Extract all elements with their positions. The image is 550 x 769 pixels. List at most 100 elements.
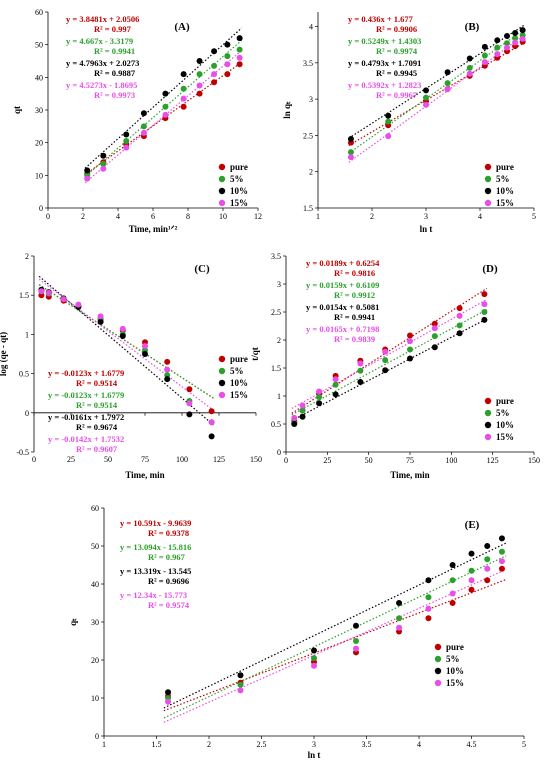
data-point-15pct bbox=[494, 51, 501, 58]
trendline-pure bbox=[84, 61, 243, 176]
legend-entry: pure bbox=[230, 162, 248, 172]
trend-equation: y = 4.7963x + 2.0273 bbox=[66, 58, 139, 68]
x-tick-label: 2.5 bbox=[257, 740, 267, 749]
legend-marker bbox=[484, 163, 492, 171]
legend-marker bbox=[434, 679, 442, 687]
data-point-5pct bbox=[512, 35, 519, 42]
y-tick-label: 0.5 bbox=[19, 370, 29, 379]
data-point-10pct bbox=[385, 112, 392, 119]
data-point-5pct bbox=[140, 123, 147, 130]
legend-entry: 15% bbox=[496, 432, 514, 442]
x-tick-label: 100 bbox=[176, 455, 188, 464]
x-tick-label: 50 bbox=[104, 455, 112, 464]
data-point-15pct bbox=[484, 565, 491, 572]
data-point-10pct bbox=[425, 577, 432, 584]
x-tick-label: 10 bbox=[219, 212, 227, 221]
data-point-5pct bbox=[466, 64, 473, 71]
data-point-5pct bbox=[504, 40, 510, 47]
legend-entry: 10% bbox=[446, 666, 464, 676]
data-point-10pct bbox=[484, 543, 491, 549]
x-tick-label: 125 bbox=[487, 456, 499, 465]
data-point-10pct bbox=[100, 152, 107, 159]
data-point-10pct bbox=[468, 550, 475, 557]
panel-label: (E) bbox=[465, 519, 480, 531]
legend-marker bbox=[484, 187, 492, 195]
data-point-5pct bbox=[484, 556, 491, 563]
legend-marker bbox=[434, 667, 442, 675]
x-tick-label: 2 bbox=[81, 212, 85, 221]
x-tick-label: 5 bbox=[522, 740, 526, 749]
y-tick-label: 3.5 bbox=[303, 59, 313, 68]
y-tick-label: 1.5 bbox=[303, 204, 313, 213]
r-squared-label: R² = 0.9973 bbox=[94, 90, 135, 100]
data-point-5pct bbox=[494, 44, 501, 51]
x-tick-label: 25 bbox=[67, 455, 75, 464]
data-point-5pct bbox=[299, 407, 306, 414]
trend-equation: y = 0.4793x + 1.7091 bbox=[348, 58, 421, 68]
legend-marker bbox=[484, 397, 492, 405]
data-point-pure bbox=[208, 408, 215, 415]
data-point-15pct bbox=[396, 624, 403, 631]
legend-entry: 10% bbox=[230, 186, 248, 196]
x-tick-label: 4.5 bbox=[467, 740, 477, 749]
data-point-15pct bbox=[100, 165, 107, 172]
r-squared-label: R² = 0.9967 bbox=[376, 90, 418, 100]
y-axis-label: t/qt bbox=[250, 347, 260, 361]
legend-entry: 15% bbox=[230, 390, 248, 400]
y-tick-label: 0 bbox=[95, 732, 99, 741]
data-point-10pct bbox=[208, 433, 215, 440]
r-squared-label: R² = 0.9607 bbox=[76, 444, 118, 454]
x-tick-label: 75 bbox=[141, 455, 149, 464]
trend-equation: y = -0.0142x + 1.7532 bbox=[48, 434, 124, 444]
data-point-10pct bbox=[481, 316, 488, 323]
data-point-10pct bbox=[186, 411, 193, 418]
data-point-10pct bbox=[237, 672, 244, 679]
data-point-10pct bbox=[431, 344, 438, 351]
data-point-15pct bbox=[237, 687, 244, 694]
r-squared-label: R² = 0.9912 bbox=[334, 290, 375, 300]
r-squared-label: R² = 0.997 bbox=[94, 24, 132, 34]
legend-marker bbox=[484, 199, 492, 207]
x-axis-label: Time, min¹ᐟ² bbox=[129, 224, 178, 234]
legend-marker bbox=[218, 379, 226, 387]
x-tick-label: 50 bbox=[365, 456, 373, 465]
trend-equation: y = -0.0161x + 1.7972 bbox=[48, 412, 124, 422]
trendline-15pct bbox=[348, 34, 526, 163]
data-point-10pct bbox=[512, 30, 519, 37]
data-point-5pct bbox=[468, 567, 475, 574]
data-point-5pct bbox=[123, 138, 130, 145]
data-point-10pct bbox=[140, 110, 147, 117]
trend-equation: y = 0.0154x + 0.5081 bbox=[306, 302, 379, 312]
data-point-5pct bbox=[396, 615, 403, 622]
x-tick-label: 0 bbox=[284, 456, 288, 465]
data-point-15pct bbox=[291, 414, 298, 421]
data-point-10pct bbox=[456, 330, 463, 337]
data-point-5pct bbox=[100, 160, 107, 167]
data-point-5pct bbox=[180, 85, 187, 92]
data-point-10pct bbox=[236, 35, 243, 42]
r-squared-label: R² = 0.9974 bbox=[376, 46, 418, 56]
data-point-10pct bbox=[519, 27, 526, 34]
data-point-10pct bbox=[504, 32, 510, 39]
data-point-pure bbox=[468, 586, 475, 593]
trend-equation: y = 0.5392x + 1.2823 bbox=[348, 80, 421, 90]
data-point-15pct bbox=[332, 376, 339, 383]
y-axis-label: qₜ bbox=[68, 618, 78, 626]
y-tick-label: 3 bbox=[277, 280, 281, 289]
legend-marker bbox=[218, 199, 226, 207]
data-point-pure bbox=[449, 600, 456, 606]
legend-marker bbox=[218, 355, 226, 363]
x-tick-label: 2 bbox=[207, 740, 211, 749]
x-tick-label: 8 bbox=[186, 212, 190, 221]
data-point-5pct bbox=[353, 638, 359, 644]
data-point-10pct bbox=[211, 48, 218, 55]
data-point-pure bbox=[484, 577, 491, 584]
x-axis-label: ln t bbox=[420, 224, 433, 234]
data-point-10pct bbox=[196, 58, 203, 64]
y-tick-label: 40 bbox=[35, 73, 43, 82]
y-tick-label: 2 bbox=[309, 168, 313, 177]
data-point-5pct bbox=[407, 346, 413, 353]
data-point-10pct bbox=[291, 421, 298, 427]
legend-marker bbox=[434, 655, 442, 663]
r-squared-label: R² = 0.9696 bbox=[148, 576, 189, 586]
